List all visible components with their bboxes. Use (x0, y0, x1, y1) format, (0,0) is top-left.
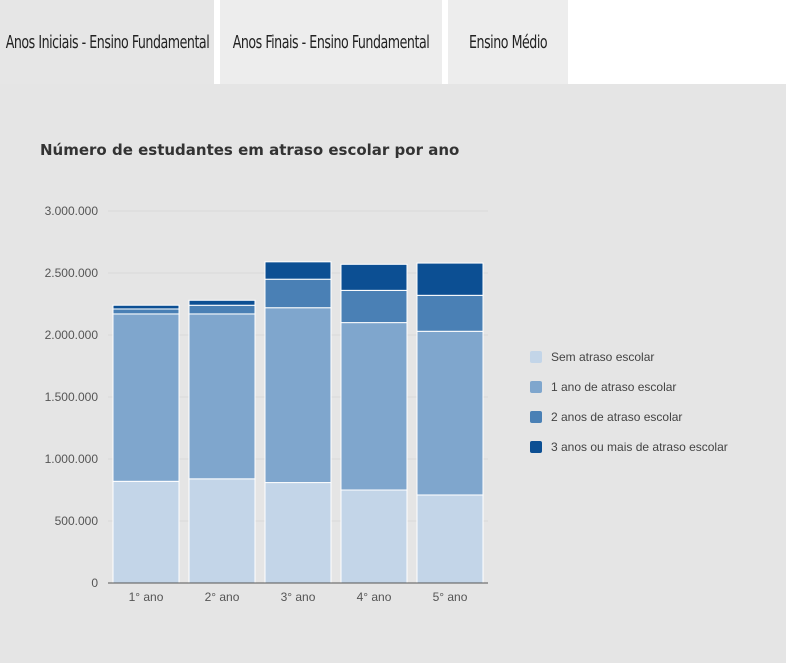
y-tick-label: 2.500.000 (45, 266, 99, 280)
bar-segment[interactable] (112, 480, 180, 584)
y-tick-label: 0 (91, 576, 98, 590)
bar-segment[interactable] (340, 263, 408, 291)
legend-label: 1 ano de atraso escolar (551, 380, 677, 394)
x-tick-label: 3° ano (281, 590, 316, 604)
tab-ensino-medio[interactable]: Ensino Médio (448, 0, 568, 84)
y-tick-label: 1.500.000 (45, 390, 99, 404)
bar-segment[interactable] (188, 304, 256, 315)
chart-title: Número de estudantes em atraso escolar p… (40, 141, 460, 159)
legend-label: 3 anos ou mais de atraso escolar (551, 440, 728, 454)
bar-segment[interactable] (264, 278, 332, 309)
tab-anos-iniciais[interactable]: Anos Iniciais - Ensino Fundamental (0, 0, 214, 84)
tab-label: Anos Iniciais - Ensino Fundamental (5, 31, 209, 53)
y-tick-label: 1.000.000 (45, 452, 99, 466)
legend: Sem atraso escolar 1 ano de atraso escola… (530, 342, 728, 462)
bar-segment[interactable] (340, 289, 408, 324)
bar-segment[interactable] (340, 322, 408, 491)
bar-segment[interactable] (416, 294, 484, 332)
legend-swatch (530, 411, 542, 423)
bar-segment[interactable] (264, 482, 332, 584)
bar-segment[interactable] (112, 313, 180, 482)
legend-swatch (530, 351, 542, 363)
bar-segment[interactable] (416, 262, 484, 296)
x-tick-label: 4° ano (357, 590, 392, 604)
bar-segment[interactable] (340, 489, 408, 584)
bar-segment[interactable] (416, 494, 484, 584)
legend-item[interactable]: 2 anos de atraso escolar (530, 402, 728, 432)
bar-segment[interactable] (264, 261, 332, 280)
tab-anos-finais[interactable]: Anos Finais - Ensino Fundamental (220, 0, 442, 84)
legend-swatch (530, 381, 542, 393)
legend-item[interactable]: 1 ano de atraso escolar (530, 372, 728, 402)
stacked-bar-chart: 0 500.000 1.000.000 1.500.000 2.000.000 2.500… (45, 204, 488, 604)
bar-segment[interactable] (112, 308, 180, 315)
bar-segment[interactable] (188, 299, 256, 306)
bar-segment[interactable] (112, 304, 180, 310)
tab-bar: Anos Iniciais - Ensino Fundamental Anos … (0, 0, 786, 84)
legend-label: Sem atraso escolar (551, 350, 655, 364)
x-tick-label: 2° ano (205, 590, 240, 604)
bar-segment[interactable] (264, 307, 332, 484)
bar-segment[interactable] (188, 478, 256, 584)
bar-segment[interactable] (188, 313, 256, 480)
legend-swatch (530, 441, 542, 453)
y-tick-label: 2.000.000 (45, 328, 99, 342)
bar-segment[interactable] (416, 330, 484, 496)
x-tick-label: 1° ano (129, 590, 164, 604)
x-tick-label: 5° ano (433, 590, 468, 604)
legend-item[interactable]: Sem atraso escolar (530, 342, 728, 372)
tab-label: Anos Finais - Ensino Fundamental (232, 31, 430, 53)
y-tick-label: 3.000.000 (45, 204, 99, 218)
legend-item[interactable]: 3 anos ou mais de atraso escolar (530, 432, 728, 462)
legend-label: 2 anos de atraso escolar (551, 410, 683, 424)
tab-label: Ensino Médio (468, 31, 548, 53)
y-tick-label: 500.000 (55, 514, 99, 528)
